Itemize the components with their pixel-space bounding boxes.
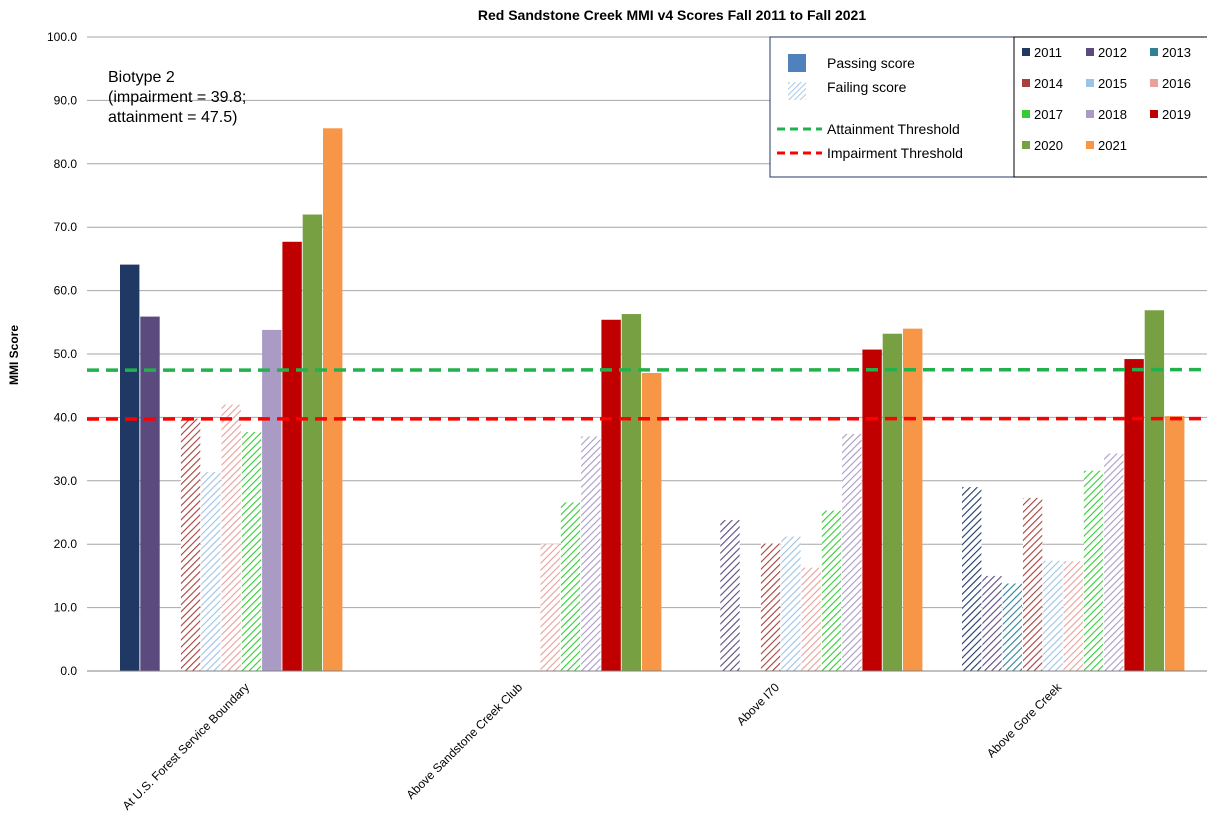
bar-2014-4 (1022, 497, 1043, 671)
biotype-annotation: Biotype 2 (impairment = 39.8; attainment… (108, 69, 246, 126)
y-tick-label: 30.0 (54, 474, 78, 488)
legend-label-2019: 2019 (1162, 107, 1191, 122)
bar-2015-3 (781, 536, 801, 671)
passing-score-swatch (788, 54, 806, 72)
legend-label-2021: 2021 (1098, 138, 1127, 153)
bars (120, 128, 1185, 672)
legend-swatch-2019 (1150, 110, 1158, 118)
bar-2013-4 (1002, 583, 1022, 671)
bar-2020-1 (302, 214, 323, 671)
bar-2012-4 (982, 575, 1002, 671)
bar-2017-4 (1083, 470, 1104, 671)
bar-2020-4 (1144, 310, 1165, 671)
legend-label-2018: 2018 (1098, 107, 1127, 122)
legend-label-2011: 2011 (1034, 45, 1062, 60)
bar-2016-4 (1063, 561, 1083, 671)
y-tick-label: 0.0 (60, 664, 77, 678)
y-tick-label: 70.0 (54, 220, 78, 234)
bar-2015-4 (1043, 560, 1063, 671)
bar-2016-3 (801, 567, 821, 671)
bar-2021-2 (642, 373, 662, 671)
bar-2014-1 (180, 418, 201, 671)
bar-2018-3 (842, 433, 862, 671)
bar-2019-1 (282, 241, 302, 672)
y-axis-title: MMI Score (7, 325, 21, 385)
year-legend-box (1013, 36, 1207, 178)
legend-label-2013: 2013 (1162, 45, 1191, 60)
bar-2021-3 (903, 328, 923, 671)
bar-2012-1 (140, 316, 160, 671)
legend-label-2020: 2020 (1034, 138, 1063, 153)
bar-2014-3 (760, 543, 781, 671)
annotation-line-1: Biotype 2 (108, 69, 175, 86)
legend-years: 2011 2012 2013 2014 2015 2016 2017 2018 2019 2020… (1013, 36, 1207, 178)
bar-2018-1 (262, 329, 282, 671)
legend-swatch-2017 (1022, 110, 1030, 118)
chart-title: Red Sandstone Creek MMI v4 Scores Fall 2… (478, 7, 866, 23)
y-tick-label: 60.0 (54, 284, 78, 298)
bar-2018-2 (581, 436, 601, 671)
legend-swatch-2011 (1022, 48, 1030, 56)
bar-2015-1 (201, 471, 221, 671)
y-tick-label: 90.0 (54, 93, 78, 107)
legend-swatch-2018 (1086, 110, 1094, 118)
bar-2020-2 (621, 314, 642, 671)
bar-2019-3 (862, 349, 882, 671)
y-tick-label: 100.0 (47, 30, 77, 44)
failing-score-label: Failing score (827, 79, 907, 95)
bar-2019-4 (1124, 359, 1144, 671)
legend-swatch-2016 (1150, 79, 1158, 87)
bar-2016-2 (540, 544, 560, 671)
legend-label-2015: 2015 (1098, 76, 1127, 91)
bar-2017-2 (560, 502, 581, 671)
attainment-threshold-line (86, 367, 1207, 372)
y-tick-label: 40.0 (54, 410, 78, 424)
legend-label-2016: 2016 (1162, 76, 1191, 91)
legend-swatch-2012 (1086, 48, 1094, 56)
legend-label-2012: 2012 (1098, 45, 1127, 60)
y-tick-label: 80.0 (54, 157, 78, 171)
annotation-line-3: attainment = 47.5) (108, 109, 237, 126)
impairment-threshold-label: Impairment Threshold (827, 145, 963, 161)
bar-2019-2 (601, 319, 621, 671)
bar-2011-4 (962, 487, 982, 671)
failing-score-swatch (788, 82, 806, 100)
legend-swatch-2015 (1086, 79, 1094, 87)
bar-2011-1 (120, 264, 140, 671)
passing-score-label: Passing score (827, 55, 915, 71)
threshold-lines (86, 367, 1207, 421)
legend-fill-thresholds: Passing score Failing score Attainment T… (769, 36, 1015, 178)
attainment-threshold-label: Attainment Threshold (827, 121, 960, 137)
y-tick-label: 50.0 (54, 347, 78, 361)
bar-2012-3 (720, 520, 740, 671)
y-axis-ticks: 0.0 10.0 20.0 30.0 40.0 50.0 60.0 70.0 80.0 90.0 1… (47, 30, 77, 678)
bar-2017-3 (821, 510, 842, 671)
legend-swatch-2014 (1022, 79, 1030, 87)
legend-label-2014: 2014 (1034, 76, 1063, 91)
bar-2020-3 (882, 333, 903, 671)
bar-2016-1 (221, 404, 241, 671)
y-tick-label: 20.0 (54, 537, 78, 551)
legend-swatch-2013 (1150, 48, 1158, 56)
legend-swatch-2021 (1086, 141, 1094, 149)
bar-2017-1 (241, 431, 262, 671)
bar-2018-4 (1104, 453, 1124, 671)
y-tick-label: 10.0 (54, 601, 78, 615)
bar-2021-4 (1165, 416, 1185, 671)
annotation-line-2: (impairment = 39.8; (108, 89, 246, 106)
legend-swatch-2020 (1022, 141, 1030, 149)
bar-2021-1 (323, 128, 343, 671)
legend-label-2017: 2017 (1034, 107, 1063, 122)
